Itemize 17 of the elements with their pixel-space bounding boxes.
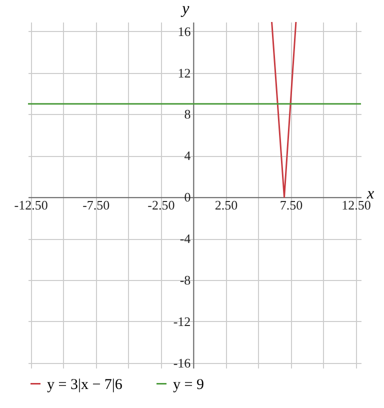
y-tick-label: 4 (184, 148, 192, 164)
x-tick-label: 2.50 (214, 198, 238, 213)
y-tick-label: 16 (178, 24, 192, 39)
y-axis-title: y (180, 0, 190, 18)
x-tick-label: 7.50 (280, 198, 303, 213)
y-tick-label: -4 (180, 231, 192, 246)
x-tick-label: -2.50 (148, 198, 175, 213)
x-tick-label: 12.50 (342, 198, 371, 213)
x-tick-label: -12.50 (14, 198, 48, 213)
y-tick-label: -12 (173, 314, 191, 329)
y-tick-label: -16 (173, 355, 192, 370)
y-tick-label: 8 (184, 106, 191, 122)
y-tick-label: -8 (180, 272, 191, 288)
x-tick-label: -7.50 (82, 198, 110, 213)
y-tick-label: 12 (178, 65, 191, 80)
legend-label: y = 3|x − 7|6 (47, 376, 123, 393)
legend-label: y = 9 (173, 376, 204, 393)
